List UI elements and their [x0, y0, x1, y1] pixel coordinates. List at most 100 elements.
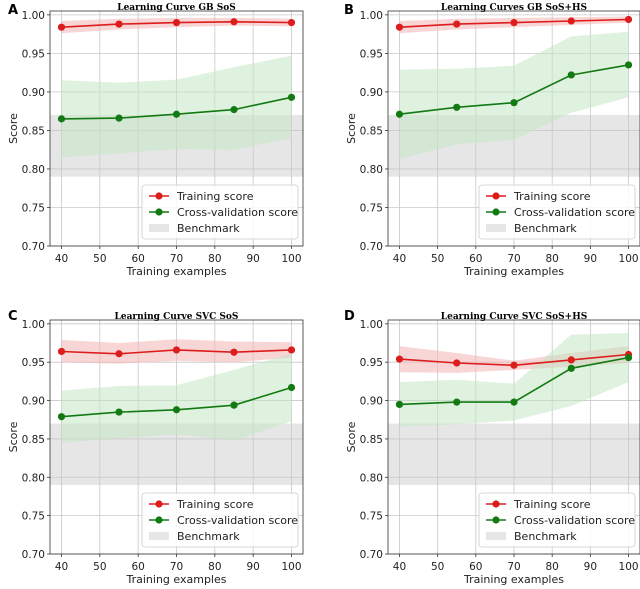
- x-tick-label: 60: [469, 561, 482, 573]
- y-tick-label: 0.85: [22, 125, 45, 137]
- training-score-point: [395, 23, 404, 31]
- cv-score-band: [61, 353, 292, 443]
- y-tick-label: 0.75: [22, 511, 45, 523]
- cv-score-point: [567, 71, 575, 79]
- legend-training-marker: [492, 192, 500, 200]
- cv-score-band: [399, 31, 629, 159]
- x-tick-label: 70: [507, 561, 520, 573]
- training-score-point: [115, 20, 123, 28]
- panel-letter: D: [344, 309, 355, 324]
- x-tick-label: 40: [55, 561, 68, 573]
- legend-benchmark-swatch: [486, 224, 506, 232]
- y-tick-label: 0.90: [360, 396, 383, 408]
- panel-letter: A: [8, 3, 18, 18]
- legend-cv-label: Cross-validation score: [514, 206, 635, 219]
- y-tick-label: 0.95: [360, 48, 383, 60]
- x-tick-label: 50: [431, 253, 444, 265]
- legend-cv-marker: [155, 516, 163, 524]
- cv-score-point: [624, 61, 633, 69]
- y-tick-label: 0.70: [22, 241, 45, 253]
- cv-score-point: [453, 103, 461, 111]
- legend: Training score Cross-validation score Benc…: [478, 492, 636, 548]
- legend-cv-marker: [155, 208, 163, 216]
- y-tick-label: 1.00: [360, 319, 383, 331]
- training-score-point: [115, 350, 123, 358]
- x-tick-label: 80: [208, 253, 221, 265]
- legend: Training score Cross-validation score Benc…: [141, 492, 299, 548]
- training-score-point: [230, 348, 238, 356]
- y-tick-label: 0.85: [360, 125, 383, 137]
- legend-training-label: Training score: [176, 498, 254, 511]
- legend-benchmark-swatch: [149, 532, 169, 540]
- y-tick-label: 0.75: [360, 511, 383, 523]
- legend-box: [141, 492, 299, 548]
- panel-letter: B: [344, 3, 354, 18]
- legend-cv-label: Cross-validation score: [177, 514, 298, 527]
- training-score-point: [57, 347, 66, 356]
- y-tick-label: 0.85: [22, 434, 45, 446]
- cv-score-point: [395, 110, 404, 118]
- legend-benchmark-label: Benchmark: [514, 222, 577, 235]
- y-tick-label: 0.70: [360, 241, 383, 253]
- cv-score-point: [287, 383, 296, 392]
- cv-score-band: [61, 55, 292, 158]
- cv-score-point: [567, 364, 575, 372]
- cv-score-point: [115, 408, 123, 416]
- legend-cv-label: Cross-validation score: [177, 206, 298, 219]
- cv-score-point: [287, 93, 296, 101]
- y-tick-label: 0.70: [360, 549, 383, 561]
- chart-title: Learning Curve SVC SoS: [115, 312, 239, 322]
- y-tick-label: 0.85: [360, 434, 383, 446]
- training-score-point: [287, 18, 296, 27]
- y-tick-label: 0.95: [360, 357, 383, 369]
- legend-training-label: Training score: [513, 190, 591, 203]
- cv-score-point: [453, 398, 461, 406]
- legend-benchmark-swatch: [149, 224, 169, 232]
- x-tick-label: 50: [93, 561, 106, 573]
- legend-cv-marker: [492, 516, 500, 524]
- panel-d: 40 50 60 70 80 90 100 0.70 0.75 0.80 0.85 0.90 0.95 1…: [344, 309, 640, 586]
- x-tick-label: 90: [246, 253, 259, 265]
- training-score-point: [567, 17, 575, 25]
- y-axis-label: Score: [7, 421, 20, 452]
- legend-benchmark-label: Benchmark: [514, 530, 577, 543]
- cv-score-point: [172, 406, 181, 414]
- y-tick-label: 1.00: [22, 10, 45, 22]
- cv-score-point: [624, 353, 633, 362]
- x-tick-label: 80: [545, 561, 558, 573]
- legend-box: [141, 184, 299, 240]
- legend-cv-label: Cross-validation score: [514, 514, 635, 527]
- training-score-point: [172, 346, 181, 354]
- y-axis-label: Score: [345, 113, 358, 144]
- panel-a: 40 50 60 70 80 90 100 0.70 0.75 0.80 0.85 0.90 0.95 1…: [7, 3, 304, 278]
- y-axis-label: Score: [345, 421, 358, 452]
- training-score-point: [567, 356, 575, 364]
- legend-cv-marker: [492, 208, 500, 216]
- training-score-point: [510, 361, 518, 369]
- x-tick-label: 100: [619, 253, 639, 265]
- training-score-point: [57, 23, 66, 31]
- legend-training-label: Training score: [513, 498, 591, 511]
- y-tick-label: 0.80: [22, 164, 45, 176]
- cv-score-point: [57, 413, 66, 421]
- chart-title: Learning Curve SVC SoS+HS: [441, 312, 587, 322]
- training-score-point: [453, 359, 461, 367]
- legend-box: [478, 184, 636, 240]
- y-tick-label: 0.80: [22, 472, 45, 484]
- y-tick-label: 0.95: [22, 357, 45, 369]
- cv-score-point: [395, 400, 404, 408]
- cv-score-point: [57, 115, 66, 123]
- x-tick-label: 40: [393, 561, 406, 573]
- legend-training-marker: [155, 500, 163, 508]
- y-tick-label: 0.75: [360, 202, 383, 214]
- panel-letter: C: [8, 309, 18, 324]
- x-tick-label: 70: [170, 561, 183, 573]
- panel-c: 40 50 60 70 80 90 100 0.70 0.75 0.80 0.85 0.90 0.95 1…: [7, 309, 304, 586]
- legend-box: [478, 492, 636, 548]
- x-axis-label: Training examples: [126, 573, 227, 586]
- x-tick-label: 60: [131, 253, 144, 265]
- x-tick-label: 90: [584, 561, 597, 573]
- x-tick-label: 90: [584, 253, 597, 265]
- y-tick-label: 1.00: [22, 319, 45, 331]
